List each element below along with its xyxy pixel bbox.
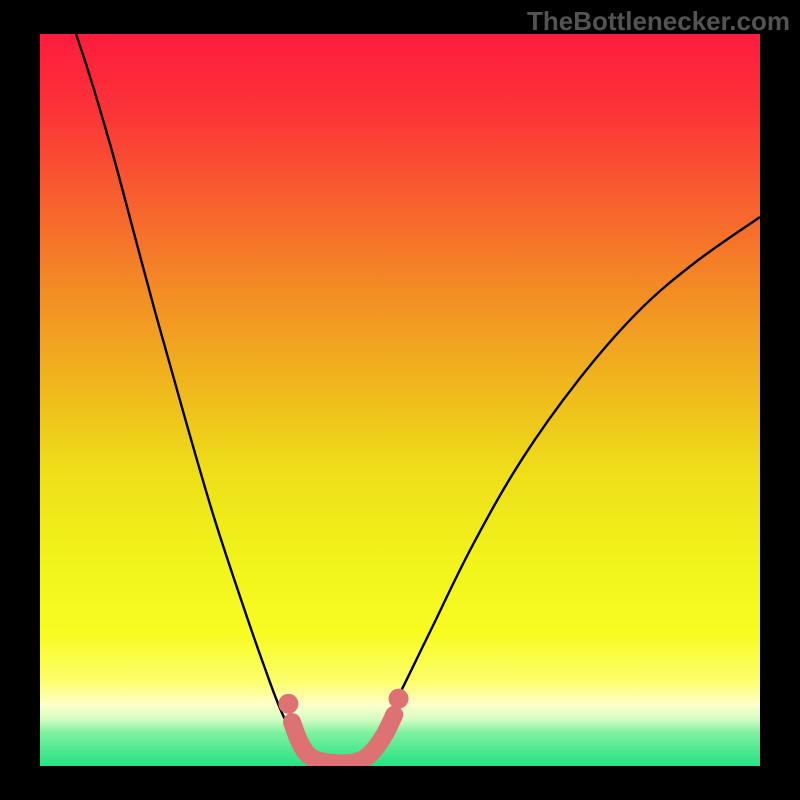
chart-frame: TheBottlenecker.com: [0, 0, 800, 800]
valley-dot-right: [389, 689, 409, 709]
valley-dot-left: [278, 694, 298, 714]
bottleneck-chart: [0, 0, 800, 800]
plot-background: [40, 34, 760, 766]
